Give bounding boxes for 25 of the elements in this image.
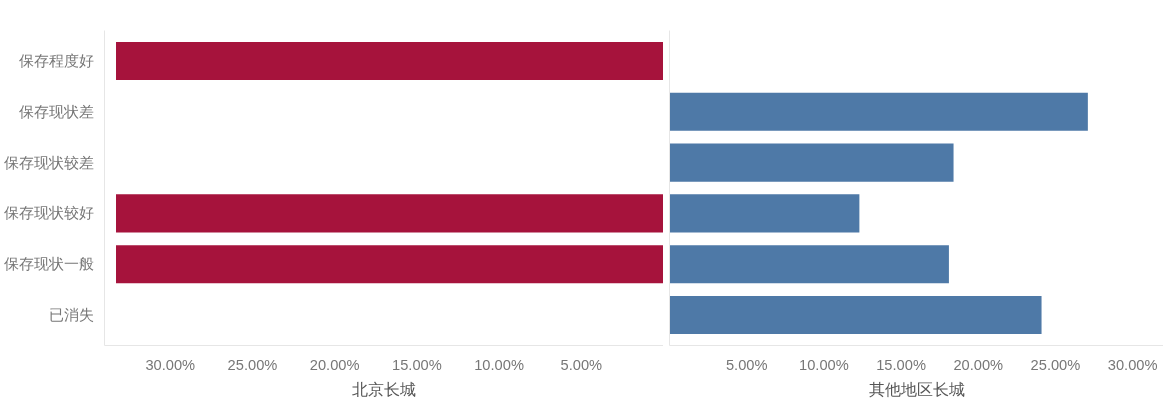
y-tick-label: 已消失	[48, 307, 94, 324]
y-tick-label: 保存现状差	[18, 103, 94, 120]
x-tick-label: 25.00%	[1030, 356, 1081, 373]
x-tick-label: 10.00%	[799, 356, 849, 373]
bar	[669, 295, 1042, 335]
bar	[669, 245, 949, 284]
x-tick-label: 5.00%	[560, 356, 603, 373]
y-tick-label: 保存现状较差	[3, 154, 94, 171]
x-tick-label: 30.00%	[1107, 356, 1158, 373]
x-tick-label: 15.00%	[876, 356, 926, 373]
x-tick-label: 15.00%	[392, 356, 442, 373]
x-axis-title: 其他地区长城	[868, 380, 965, 398]
y-tick-label: 保存程度好	[18, 52, 94, 69]
x-tick-label: 25.00%	[227, 356, 278, 373]
x-tick-label: 10.00%	[474, 356, 524, 373]
y-tick-label: 保存现状较好	[3, 205, 94, 222]
x-tick-label: 30.00%	[145, 356, 196, 373]
x-tick-label: 5.00%	[725, 356, 768, 373]
bar	[669, 194, 860, 233]
x-tick-label: 20.00%	[953, 356, 1004, 373]
y-tick-label: 保存现状一般	[3, 256, 94, 273]
x-axis-title: 北京长城	[352, 380, 416, 398]
bar	[669, 143, 954, 182]
x-tick-label: 20.00%	[309, 356, 360, 373]
bar	[669, 92, 1088, 131]
